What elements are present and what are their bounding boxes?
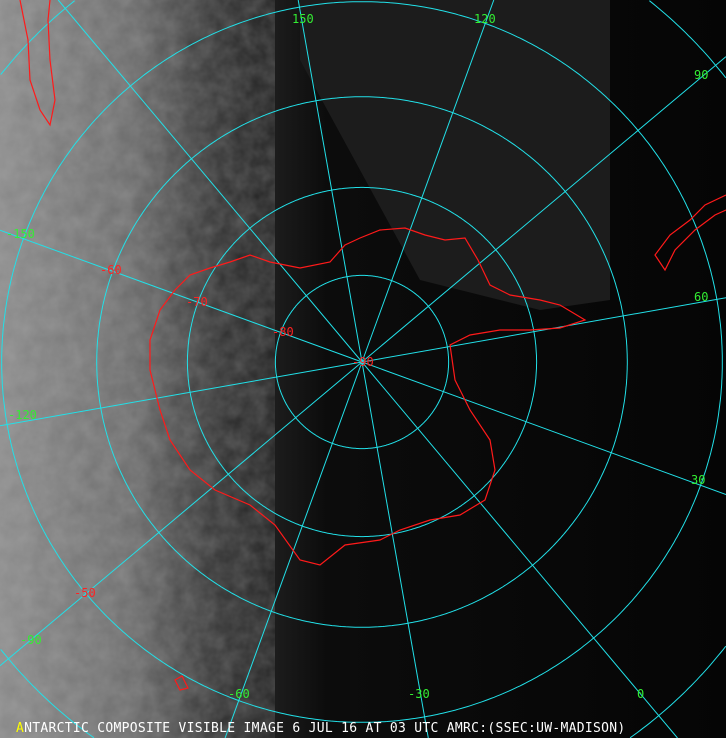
longitude-label: 120 xyxy=(474,12,496,26)
longitude-line xyxy=(57,0,363,363)
longitude-label: -30 xyxy=(408,687,430,701)
longitude-line xyxy=(361,297,726,363)
longitude-line xyxy=(297,0,363,363)
longitude-line xyxy=(361,0,495,363)
latitude-label: -80 xyxy=(272,325,294,339)
peninsula-islands-coastline xyxy=(654,194,726,272)
latitude-circle xyxy=(274,274,450,450)
latitude-circle xyxy=(186,186,538,538)
longitude-line xyxy=(361,361,726,495)
longitude-label: 90 xyxy=(694,68,708,82)
longitude-line xyxy=(361,56,726,363)
longitude-line xyxy=(0,361,363,667)
image-caption: ANTARCTIC COMPOSITE VISIBLE IMAGE 6 JUL … xyxy=(16,721,626,736)
longitude-label: 30 xyxy=(691,473,705,487)
longitude-label: -90 xyxy=(20,633,42,647)
longitude-line xyxy=(0,361,363,427)
south-america-coastline xyxy=(19,0,56,127)
latitude-label: -70 xyxy=(186,295,208,309)
longitude-label: 60 xyxy=(694,290,708,304)
latitude-label: -90 xyxy=(352,355,374,369)
small-island-coastline xyxy=(174,675,189,691)
longitude-line xyxy=(361,361,678,738)
latitude-circle xyxy=(1,1,723,723)
longitude-line xyxy=(361,361,429,738)
longitude-label: -120 xyxy=(8,408,37,422)
longitude-label: -60 xyxy=(228,687,250,701)
longitude-label: -150 xyxy=(6,227,35,241)
caption-logo: A xyxy=(16,721,25,736)
imagery-swath xyxy=(300,0,610,310)
caption-text: NTARCTIC COMPOSITE VISIBLE IMAGE 6 JUL 1… xyxy=(24,721,626,736)
longitude-label: 0 xyxy=(637,687,644,701)
latitude-label: -50 xyxy=(74,586,96,600)
antarctica-coastline xyxy=(149,227,587,566)
cloud-texture xyxy=(0,0,250,738)
latitude-circle xyxy=(96,96,628,628)
longitude-line xyxy=(0,229,363,363)
latitude-label: -60 xyxy=(100,263,122,277)
longitude-label: 150 xyxy=(292,12,314,26)
